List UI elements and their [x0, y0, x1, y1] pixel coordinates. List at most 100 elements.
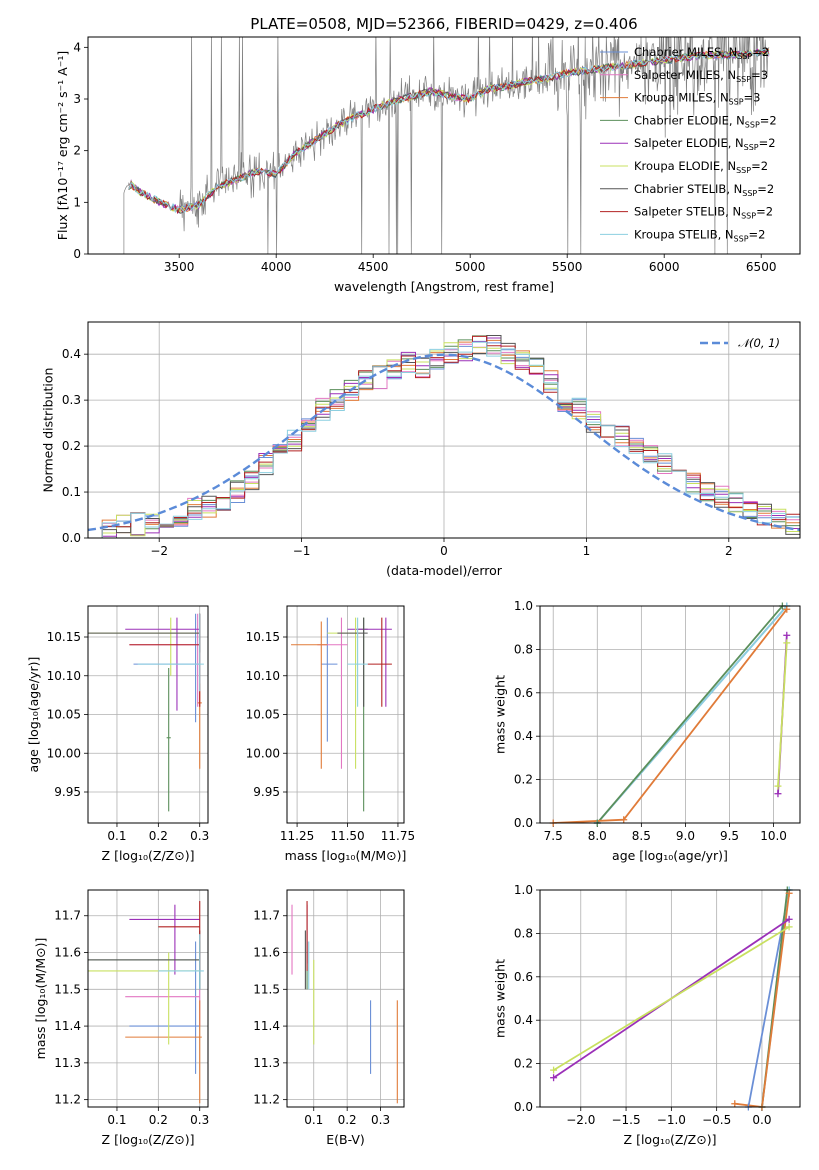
age-vs-z-plot-area — [88, 606, 208, 823]
reference-legend-label: 𝒩(0, 1) — [738, 336, 780, 350]
spectrum-model-line — [128, 48, 770, 214]
weight-vs-z-ytick-label: 0.6 — [514, 970, 533, 984]
legend-label: Salpeter STELIB, NSSP=2 — [634, 205, 773, 221]
age-vs-mass-plot-area — [287, 606, 404, 823]
spectrum-ytick-label: 1 — [73, 195, 81, 209]
residual-hist-ytick-label: 0.0 — [62, 531, 81, 545]
age-vs-z-ytick-label: 10.00 — [47, 746, 81, 760]
weight-vs-age-ytick-label: 0.8 — [514, 642, 533, 656]
age-vs-z-frame — [87, 605, 209, 824]
spectrum-xtick-label: 6000 — [649, 260, 680, 274]
figure-title: PLATE=0508, MJD=52366, FIBERID=0429, z=0… — [250, 15, 637, 33]
weight-vs-z-panel: −2.0 −1.5 −1.0 −0.5 0.0 0.0 0.2 0.4 0.6 0.8 1.0 Z [… — [492, 883, 801, 1147]
mass-vs-z-ylabel: mass [log₁₀(M/M⊙)] — [33, 938, 48, 1060]
age-vs-z-panel: 0.1 0.2 0.3 9.95 10.00 10.05 10.10 10.15 Z [log₁… — [26, 605, 209, 863]
mass-vs-ebv-grid — [287, 890, 404, 1107]
residual-hist-xtick-label: 2 — [725, 544, 733, 558]
weight-line — [553, 926, 790, 1071]
weight-vs-z-xtick-label: −2.0 — [566, 1113, 595, 1127]
age-vs-mass-xtick-label: 11.75 — [381, 829, 415, 843]
weight-vs-z-xtick-label: −0.5 — [702, 1113, 731, 1127]
residual-hist-ytick-label: 0.1 — [62, 485, 81, 499]
weight-vs-z-ytick-label: 0.2 — [514, 1057, 533, 1071]
weight-vs-z-frame — [539, 889, 801, 1108]
legend-label: Kroupa MILES, NSSP=3 — [634, 91, 760, 107]
age-vs-z-grid — [88, 606, 208, 823]
spectrum-ytick-label: 2 — [73, 144, 81, 158]
mass-vs-z-ytick-label: 11.5 — [54, 982, 81, 996]
age-vs-z-ytick-label: 10.10 — [47, 669, 81, 683]
weight-vs-age-xtick-label: 9.5 — [720, 829, 739, 843]
mass-vs-z-ytick-label: 11.6 — [54, 946, 81, 960]
mass-vs-ebv-panel: 0.1 0.2 0.3 11.2 11.3 11.4 11.5 11.6 11.7 E(B-V) — [253, 889, 405, 1147]
spectrum-xtick-label: 4500 — [358, 260, 389, 274]
spectrum-xtick-label: 6500 — [746, 260, 777, 274]
weight-vs-age-ylabel: mass weight — [492, 675, 507, 754]
age-vs-mass-grid — [287, 606, 404, 823]
residual-hist-panel: −2 −1 0 1 2 0.0 0.1 0.2 0.3 0.4 (data-model)/error… — [40, 321, 801, 578]
mass-vs-z-ytick-label: 11.2 — [54, 1093, 81, 1107]
mass-vs-ebv-frame — [286, 889, 405, 1108]
mass-vs-ebv-ytick-label: 11.7 — [253, 909, 280, 923]
age-vs-mass-ytick-label: 10.15 — [246, 630, 280, 644]
age-vs-z-ytick-label: 9.95 — [54, 785, 81, 799]
age-vs-mass-xtick-label: 11.50 — [330, 829, 364, 843]
weight-vs-age-ytick-label: 0.0 — [514, 816, 533, 830]
age-vs-mass-ytick-label: 10.00 — [246, 746, 280, 760]
weight-vs-z-ytick-label: 0.0 — [514, 1100, 533, 1114]
weight-vs-age-plot-area — [540, 606, 800, 823]
weight-line — [596, 606, 784, 823]
mass-vs-z-grid — [88, 890, 208, 1107]
weight-vs-z-ylabel: mass weight — [492, 959, 507, 1038]
age-vs-mass-xlabel: mass [log₁₀(M/M⊙)] — [285, 848, 407, 863]
legend-label: Kroupa ELODIE, NSSP=2 — [634, 159, 768, 175]
legend-label: Chabrier STELIB, NSSP=2 — [634, 182, 774, 198]
mass-vs-ebv-xtick-label: 0.3 — [371, 1113, 390, 1127]
mass-vs-z-plot-area — [88, 890, 208, 1107]
mass-vs-z-xtick-label: 0.3 — [190, 1113, 209, 1127]
age-vs-mass-ytick-label: 9.95 — [253, 785, 280, 799]
weight-vs-age-panel: 7.5 8.0 8.5 9.0 9.5 10.0 0.0 0.2 0.4 0.6 0.8 1.0 age… — [492, 599, 801, 863]
weight-vs-age-ytick-label: 0.4 — [514, 729, 533, 743]
residual-hist-xtick-label: −2 — [150, 544, 168, 558]
weight-vs-z-grid — [540, 890, 800, 1107]
legend-label: Salpeter MILES, NSSP=3 — [634, 68, 768, 84]
weight-vs-z-ytick-label: 1.0 — [514, 883, 533, 897]
spectrum-model-line — [128, 48, 770, 214]
legend-label: Chabrier ELODIE, NSSP=2 — [634, 113, 777, 129]
weight-vs-age-xtick-label: 9.0 — [676, 829, 695, 843]
residual-hist-ytick-label: 0.2 — [62, 439, 81, 453]
mass-vs-z-ytick-label: 11.4 — [54, 1019, 81, 1033]
weight-vs-z-xtick-label: −1.5 — [611, 1113, 640, 1127]
age-vs-z-xtick-label: 0.1 — [107, 829, 126, 843]
mass-vs-z-xtick-label: 0.1 — [107, 1113, 126, 1127]
weight-vs-age-frame — [539, 605, 801, 824]
histogram-step-line — [88, 341, 800, 538]
mass-vs-ebv-ytick-label: 11.4 — [253, 1019, 280, 1033]
mass-vs-z-panel: 0.1 0.2 0.3 11.2 11.3 11.4 11.5 11.6 11.7 Z [log₁… — [33, 889, 209, 1147]
spectrum-xtick-label: 5000 — [455, 260, 486, 274]
residual-hist-xtick-label: 1 — [583, 544, 591, 558]
weight-vs-age-grid — [540, 606, 800, 823]
residual-hist-ytick-label: 0.3 — [62, 393, 81, 407]
residual-hist-frame — [87, 321, 801, 539]
mass-vs-ebv-xlabel: E(B-V) — [326, 1132, 365, 1147]
age-vs-z-xtick-label: 0.2 — [149, 829, 168, 843]
spectrum-xtick-label: 4000 — [261, 260, 292, 274]
spectrum-frame — [87, 36, 801, 255]
spectrum-model-line — [128, 49, 770, 214]
mass-vs-z-xlabel: Z [log₁₀(Z/Z⊙)] — [102, 1132, 195, 1147]
spectrum-xtick-label: 3500 — [164, 260, 195, 274]
mass-vs-ebv-plot-area — [287, 890, 404, 1107]
spectrum-panel: 3500 4000 4500 5000 5500 6000 6500 0 1 2 3 4 wavelen… — [55, 36, 801, 294]
age-vs-mass-frame — [286, 605, 405, 824]
mass-vs-ebv-ytick-label: 11.5 — [253, 982, 280, 996]
spectrum-ylabel: Flux [fλ10⁻¹⁷ erg cm⁻² s⁻¹ A⁻¹] — [55, 51, 70, 240]
weight-vs-z-ytick-label: 0.4 — [514, 1013, 533, 1027]
weight-vs-z-plot-area — [540, 890, 800, 1107]
weight-line — [734, 893, 790, 1107]
weight-vs-age-xlabel: age [log₁₀(age/yr)] — [612, 848, 728, 863]
mass-vs-ebv-ytick-label: 11.2 — [253, 1093, 280, 1107]
weight-vs-age-xtick-label: 8.0 — [588, 829, 607, 843]
